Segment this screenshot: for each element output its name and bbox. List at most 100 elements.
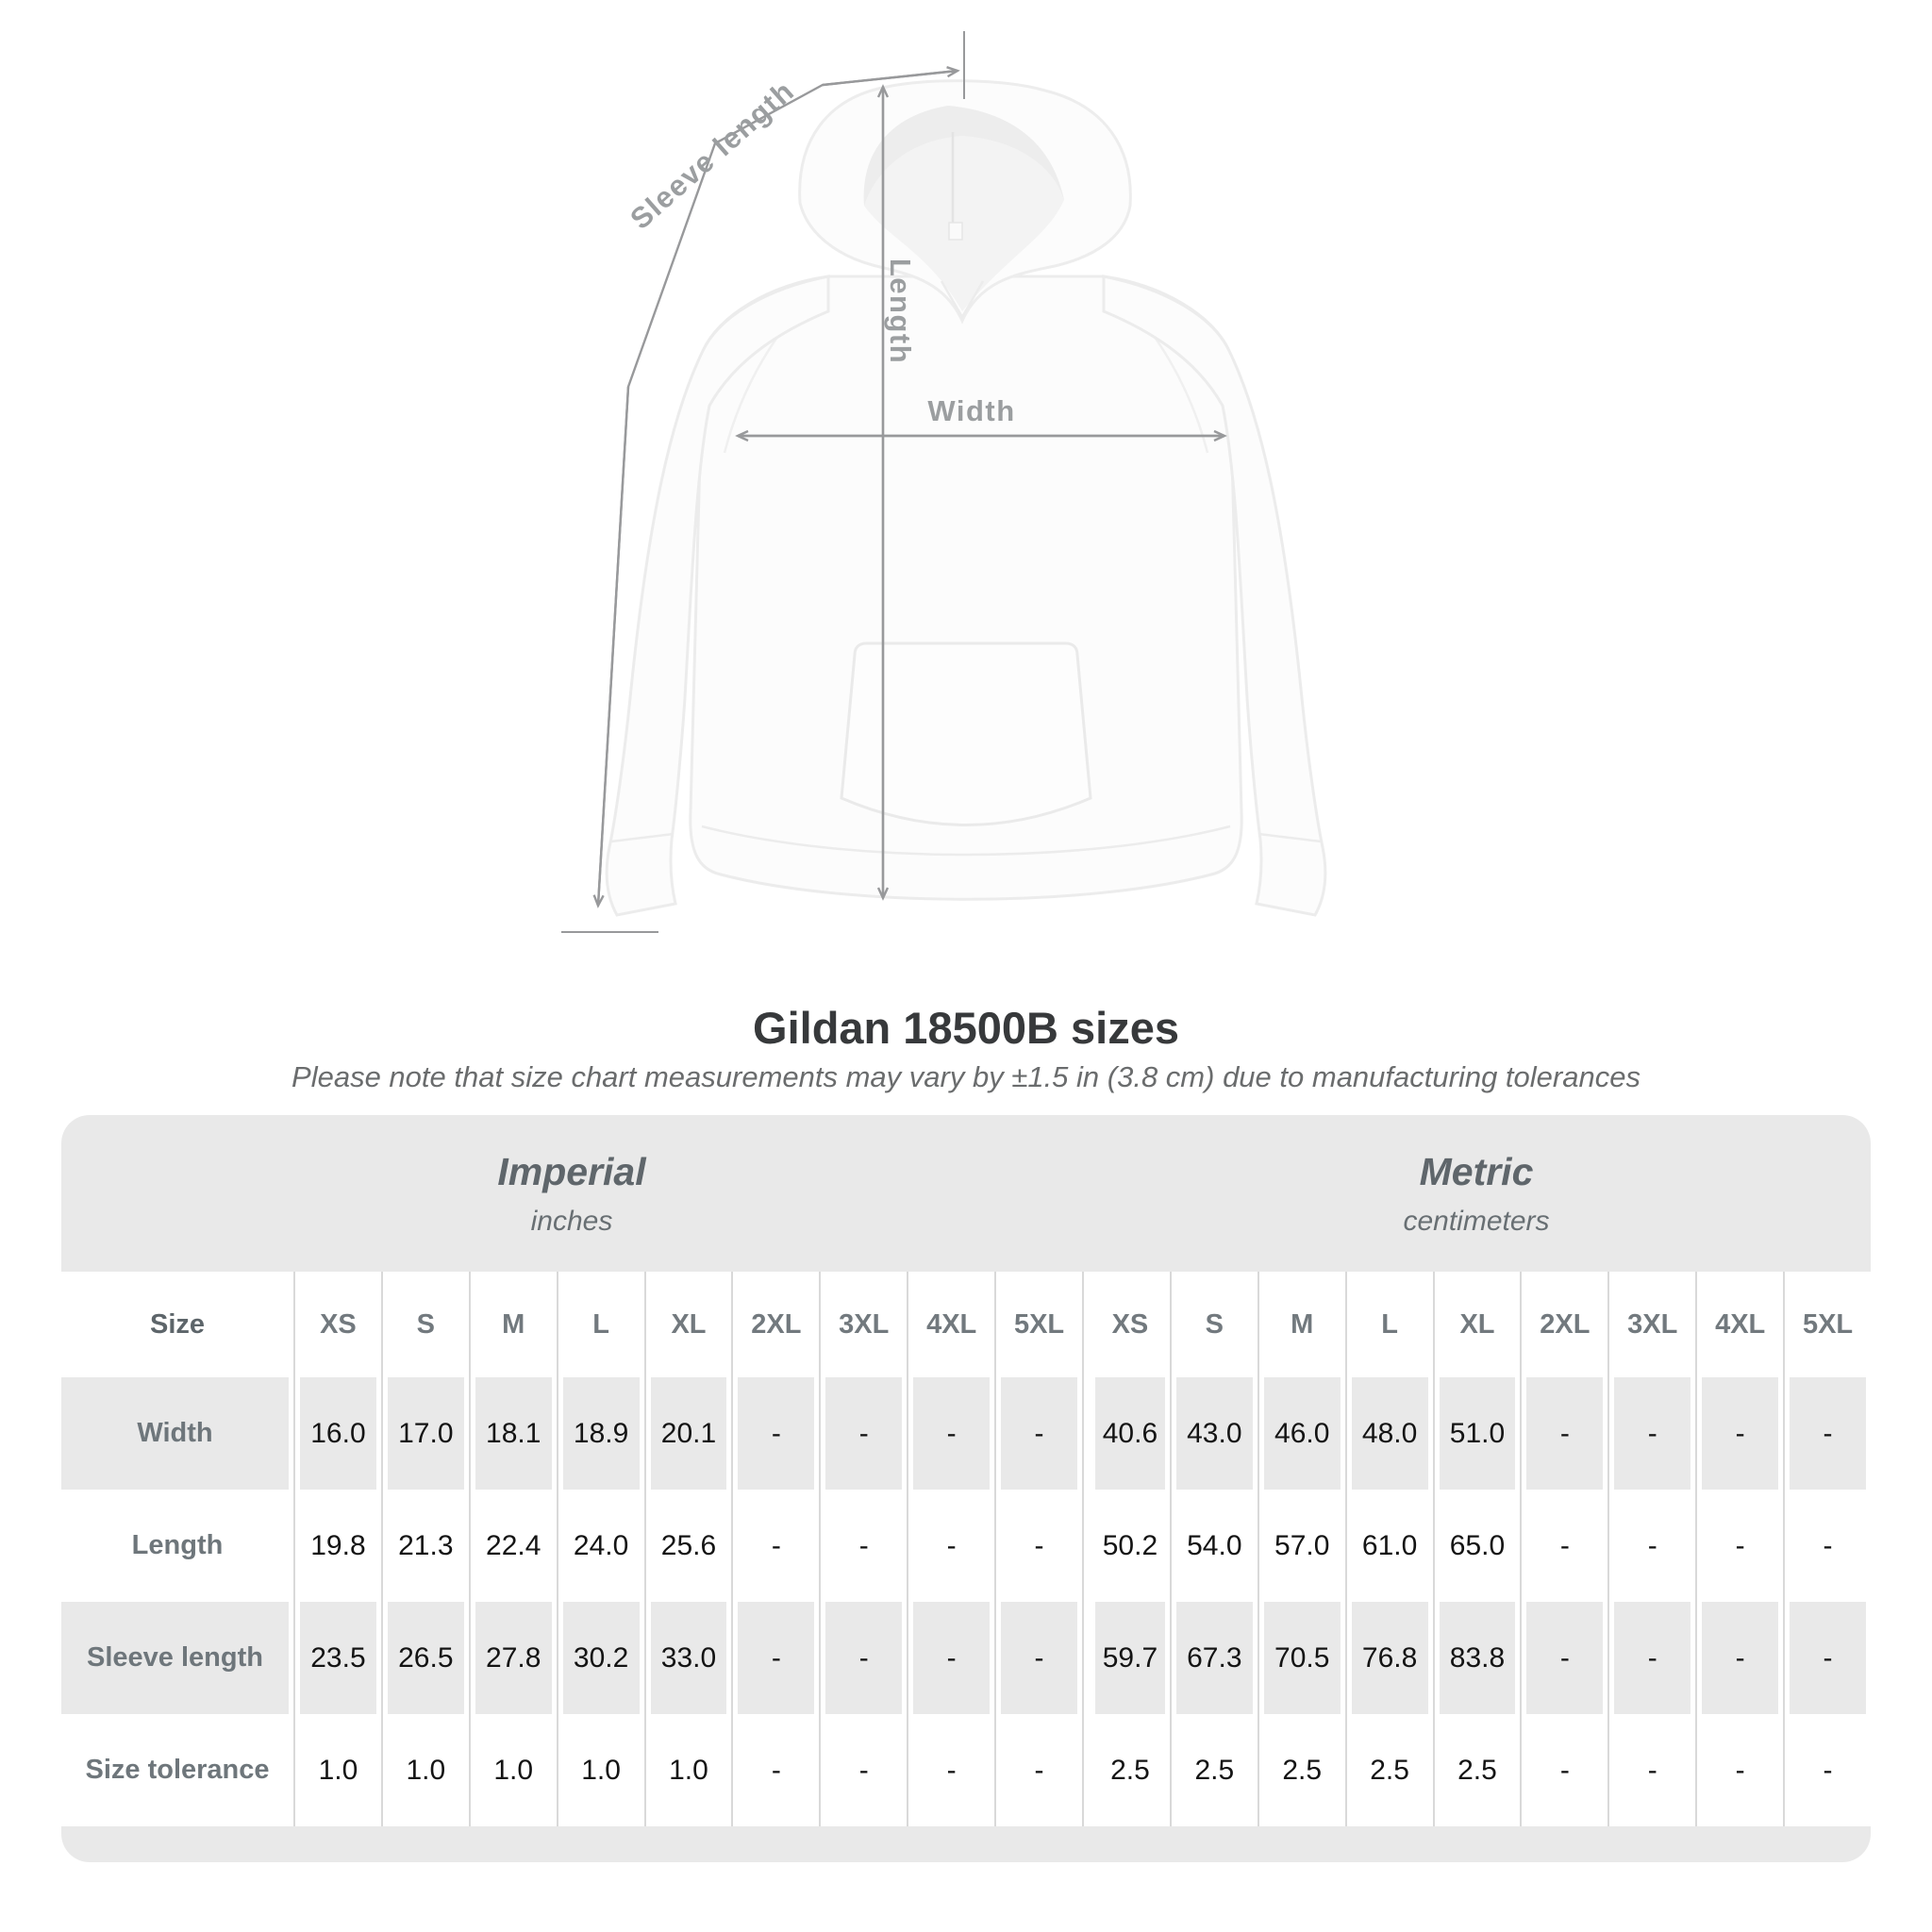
- table-cell: -: [907, 1714, 994, 1826]
- table-cell: -: [819, 1714, 907, 1826]
- length-label: Length: [884, 258, 917, 364]
- table-cell: 22.4: [468, 1490, 557, 1602]
- table-cell: 40.6: [1081, 1377, 1170, 1490]
- tolerance-note: Please note that size chart measurements…: [291, 1060, 1641, 1093]
- table-cell: 26.5: [380, 1602, 469, 1714]
- table-cell: -: [1695, 1377, 1783, 1490]
- table-cell: -: [994, 1602, 1082, 1714]
- size-header: 4XL: [1695, 1272, 1783, 1377]
- table-cell: -: [731, 1714, 819, 1826]
- table-cell: 54.0: [1169, 1490, 1257, 1602]
- size-header: L: [1344, 1272, 1433, 1377]
- size-header: XS: [1081, 1272, 1170, 1377]
- table-cell: 61.0: [1344, 1490, 1433, 1602]
- table-cell: 16.0: [293, 1377, 381, 1490]
- width-label: Width: [927, 394, 1015, 427]
- size-header: M: [1257, 1272, 1345, 1377]
- table-cell: -: [907, 1602, 994, 1714]
- size-header: 5XL: [1783, 1272, 1871, 1377]
- table-cell: -: [731, 1602, 819, 1714]
- table-cell: 19.8: [293, 1490, 381, 1602]
- table-cell: 1.0: [468, 1714, 557, 1826]
- size-header: 4XL: [907, 1272, 994, 1377]
- row-label: Width: [61, 1377, 293, 1490]
- table-cell: 50.2: [1081, 1490, 1170, 1602]
- row-label: Size tolerance: [85, 1755, 270, 1785]
- row-label: Sleeve length: [61, 1602, 293, 1714]
- table-cell: 57.0: [1257, 1490, 1345, 1602]
- size-header: 2XL: [731, 1272, 819, 1377]
- table-cell: 21.3: [380, 1490, 469, 1602]
- table-cell: -: [994, 1714, 1082, 1826]
- table-cell: 67.3: [1169, 1602, 1257, 1714]
- table-cell: 1.0: [556, 1714, 644, 1826]
- table-cell: -: [731, 1377, 819, 1490]
- table-cell: 1.0: [643, 1714, 732, 1826]
- table-cell: 24.0: [556, 1490, 644, 1602]
- size-header: XL: [1432, 1272, 1521, 1377]
- table-cell: 20.1: [643, 1377, 732, 1490]
- size-header: L: [556, 1272, 644, 1377]
- table-cell: 2.5: [1432, 1714, 1521, 1826]
- metric-group-header: Metric centimeters: [1082, 1115, 1871, 1272]
- table-cell: 1.0: [293, 1714, 381, 1826]
- table-cell: 2.5: [1169, 1714, 1257, 1826]
- table-cell: 65.0: [1432, 1490, 1521, 1602]
- table-cell: -: [1695, 1714, 1783, 1826]
- table-cell: 2.5: [1344, 1714, 1433, 1826]
- table-cell: -: [907, 1377, 994, 1490]
- table-cell: -: [1783, 1602, 1871, 1714]
- table-cell: -: [1520, 1714, 1607, 1826]
- measurement-annotations: [561, 31, 1227, 933]
- table-cell: -: [819, 1602, 907, 1714]
- table-cell: -: [1607, 1490, 1695, 1602]
- table-row-size-tolerance: Size tolerance 1.0 1.0 1.0 1.0 1.0 - - -…: [61, 1714, 1871, 1826]
- table-cell: 23.5: [293, 1602, 381, 1714]
- unit-group-band: Imperial inches Metric centimeters: [61, 1115, 1871, 1272]
- table-cell: 83.8: [1432, 1602, 1521, 1714]
- table-cell: 70.5: [1257, 1602, 1345, 1714]
- table-cell: 51.0: [1432, 1377, 1521, 1490]
- row-label: Length: [131, 1530, 224, 1560]
- size-header: XS: [293, 1272, 381, 1377]
- table-cell: 33.0: [643, 1602, 732, 1714]
- metric-label: Metric: [1419, 1149, 1534, 1193]
- table-cell: 59.7: [1081, 1602, 1170, 1714]
- table-cell: -: [1520, 1377, 1607, 1490]
- table-footer-band: [61, 1826, 1871, 1862]
- size-header: S: [1169, 1272, 1257, 1377]
- hoodie-illustration: [605, 79, 1327, 917]
- imperial-group-header: Imperial inches: [61, 1115, 1082, 1272]
- table-cell: -: [907, 1490, 994, 1602]
- table-cell: -: [1607, 1602, 1695, 1714]
- sleeve-length-label: Sleeve length: [624, 74, 800, 236]
- table-cell: 2.5: [1257, 1714, 1345, 1826]
- table-cell: -: [994, 1490, 1082, 1602]
- table-cell: 76.8: [1344, 1602, 1433, 1714]
- hoodie-diagram: Sleeve length Length Width: [561, 31, 1327, 933]
- imperial-label: Imperial: [497, 1149, 646, 1193]
- table-cell: -: [819, 1377, 907, 1490]
- size-header: S: [380, 1272, 469, 1377]
- table-row-sleeve-length: Sleeve length 23.5 26.5 27.8 30.2 33.0 -…: [61, 1602, 1871, 1714]
- page-title: Gildan 18500B sizes: [753, 1003, 1179, 1053]
- table-cell: 18.1: [468, 1377, 557, 1490]
- table-cell: 25.6: [643, 1490, 732, 1602]
- size-header: 3XL: [1607, 1272, 1695, 1377]
- table-cell: 2.5: [1081, 1714, 1170, 1826]
- table-cell: 17.0: [380, 1377, 469, 1490]
- table-cell: 30.2: [556, 1602, 644, 1714]
- size-header: 3XL: [819, 1272, 907, 1377]
- table-cell: -: [1695, 1490, 1783, 1602]
- metric-unit-label: centimeters: [1403, 1205, 1550, 1237]
- table-cell: 27.8: [468, 1602, 557, 1714]
- table-cell: -: [1607, 1377, 1695, 1490]
- size-header: 2XL: [1520, 1272, 1607, 1377]
- table-cell: 43.0: [1169, 1377, 1257, 1490]
- table-cell: -: [1783, 1490, 1871, 1602]
- table-cell: -: [1520, 1602, 1607, 1714]
- size-header: 5XL: [994, 1272, 1082, 1377]
- table-cell: -: [1783, 1714, 1871, 1826]
- size-header: M: [468, 1272, 557, 1377]
